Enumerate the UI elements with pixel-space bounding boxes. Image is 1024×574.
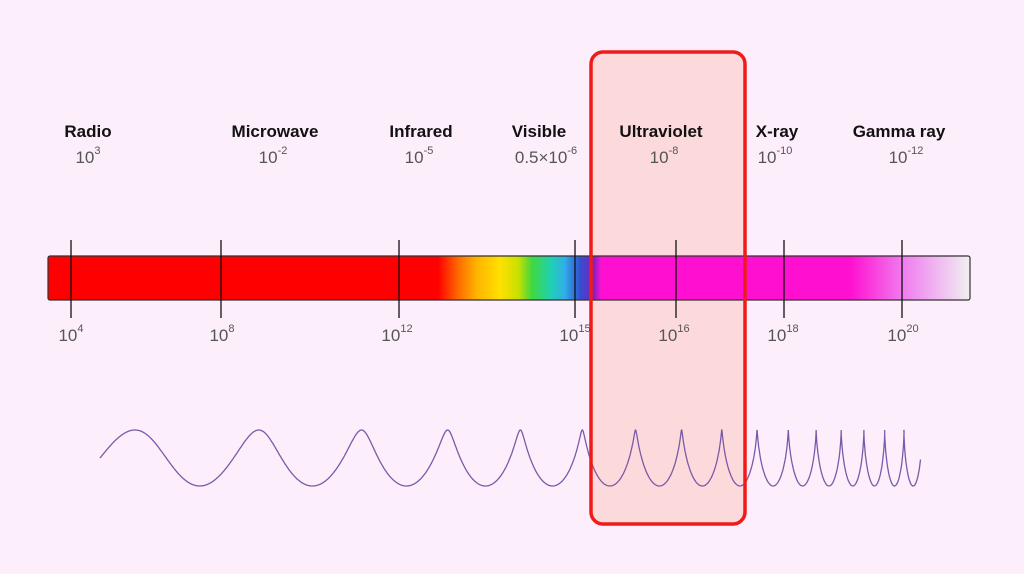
frequency-label-1e4: 104: [58, 323, 84, 345]
wavelength-microwave: 10-2: [258, 145, 288, 167]
band-label-microwave: Microwave: [231, 122, 319, 141]
band-label-radio: Radio: [64, 122, 112, 141]
band-label-xray: X-ray: [755, 122, 799, 141]
band-label-infrared: Infrared: [389, 122, 453, 141]
wavelength-xray: 10-10: [757, 145, 793, 167]
wavelength-gamma: 10-12: [888, 145, 924, 167]
wave-curve: [99, 429, 922, 487]
frequency-label-1e18: 1018: [767, 323, 799, 345]
band-label-ultraviolet: Ultraviolet: [619, 122, 703, 141]
band-label-gamma: Gamma ray: [852, 122, 946, 141]
frequency-ticks: [70, 240, 903, 318]
band-label-visible: Visible: [511, 122, 567, 141]
wavelength-infrared: 10-5: [404, 145, 434, 167]
spectrum-bar: [47, 255, 971, 301]
wavelength-radio: 103: [75, 145, 101, 167]
frequency-label-1e12: 1012: [381, 323, 413, 345]
frequency-label-1e20: 1020: [887, 323, 919, 345]
wavelength-visible: 0.5×10-6: [514, 145, 578, 167]
frequency-label-1e8: 108: [209, 323, 235, 345]
wavelength-ultraviolet: 10-8: [649, 145, 679, 167]
highlight-box-outline: [589, 50, 747, 526]
frequency-label-1e16: 1016: [658, 323, 690, 345]
frequency-label-1e15: 1015: [559, 323, 591, 345]
